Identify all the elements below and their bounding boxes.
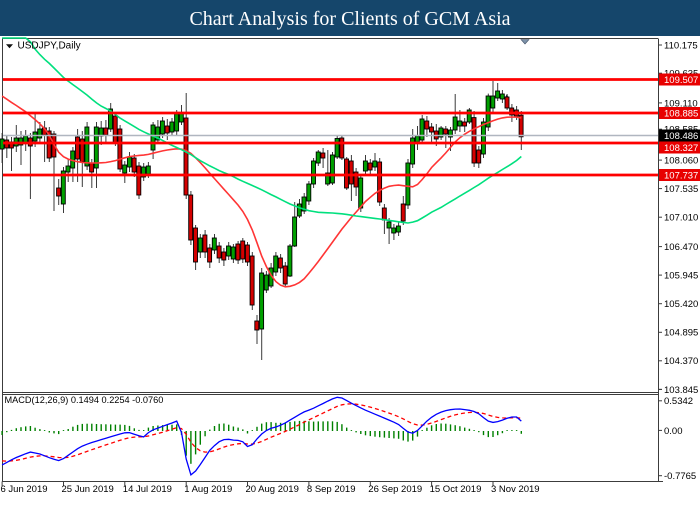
svg-text:MACD(12,26,9) 0.1494 0.2254 -0: MACD(12,26,9) 0.1494 0.2254 -0.0760 bbox=[5, 395, 164, 405]
svg-text:-0.7765: -0.7765 bbox=[664, 471, 696, 482]
svg-text:6 Jun 2019: 6 Jun 2019 bbox=[1, 484, 48, 495]
svg-text:108.486: 108.486 bbox=[664, 131, 698, 142]
svg-text:108.885: 108.885 bbox=[664, 109, 698, 120]
svg-text:105.420: 105.420 bbox=[664, 299, 698, 310]
svg-text:103.845: 103.845 bbox=[664, 385, 698, 396]
svg-text:14 Jul 2019: 14 Jul 2019 bbox=[123, 484, 172, 495]
svg-text:20 Aug 2019: 20 Aug 2019 bbox=[246, 484, 299, 495]
svg-text:104.895: 104.895 bbox=[664, 328, 698, 339]
svg-text:26 Sep 2019: 26 Sep 2019 bbox=[368, 484, 422, 495]
svg-text:109.507: 109.507 bbox=[664, 75, 698, 86]
svg-text:107.535: 107.535 bbox=[664, 184, 698, 195]
svg-text:109.110: 109.110 bbox=[664, 98, 698, 109]
svg-text:110.175: 110.175 bbox=[664, 40, 698, 51]
svg-text:108.060: 108.060 bbox=[664, 156, 698, 167]
svg-text:25 Jun 2019: 25 Jun 2019 bbox=[62, 484, 114, 495]
svg-text:104.370: 104.370 bbox=[664, 356, 698, 367]
svg-text:8 Sep 2019: 8 Sep 2019 bbox=[307, 484, 356, 495]
svg-text:106.470: 106.470 bbox=[664, 242, 698, 253]
svg-text:107.737: 107.737 bbox=[664, 171, 698, 182]
svg-text:15 Oct 2019: 15 Oct 2019 bbox=[430, 484, 482, 495]
svg-text:107.010: 107.010 bbox=[664, 213, 698, 224]
svg-text:105.945: 105.945 bbox=[664, 271, 698, 282]
svg-text:0.5342: 0.5342 bbox=[664, 396, 693, 407]
svg-text:Chart Analysis for Clients of: Chart Analysis for Clients of GCM Asia bbox=[189, 8, 510, 30]
svg-text:0.00: 0.00 bbox=[664, 426, 683, 437]
svg-text:3 Nov 2019: 3 Nov 2019 bbox=[491, 484, 540, 495]
svg-text:1 Aug 2019: 1 Aug 2019 bbox=[184, 484, 232, 495]
svg-text:108.327: 108.327 bbox=[664, 143, 698, 154]
svg-text:USDJPY,Daily: USDJPY,Daily bbox=[18, 41, 81, 52]
